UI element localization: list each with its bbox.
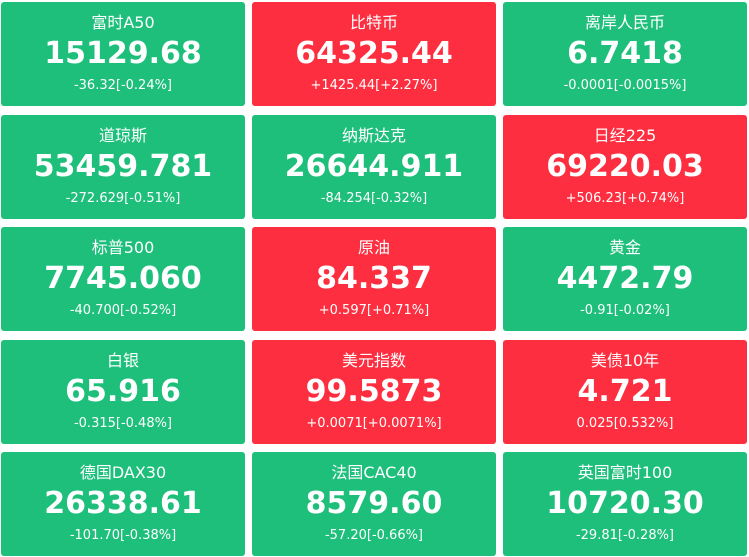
quote-change: -272.629[-0.51%]: [65, 190, 181, 206]
quote-price: 99.5873: [305, 373, 443, 409]
quote-name: 标普500: [91, 238, 155, 257]
quote-price: 4.721: [577, 373, 673, 409]
quote-name: 黄金: [608, 238, 641, 257]
quote-change: +1425.44[+2.27%]: [310, 78, 438, 93]
quote-price: 4472.79: [556, 261, 694, 296]
quote-tile[interactable]: 比特币 64325.44 +1425.44[+2.27%]: [252, 2, 496, 106]
quote-name: 原油: [357, 238, 390, 257]
quote-price: 6.7418: [567, 36, 683, 71]
quote-name: 英国富时100: [577, 463, 673, 482]
quote-change: -101.70[-0.38%]: [69, 528, 177, 543]
quote-name: 德国DAX30: [79, 463, 167, 482]
quote-price: 8579.60: [305, 486, 443, 521]
quote-tile[interactable]: 英国富时100 10720.30 -29.81[-0.28%]: [503, 452, 747, 556]
quote-tile[interactable]: 富时A50 15129.68 -36.32[-0.24%]: [1, 2, 245, 106]
quote-tile[interactable]: 标普500 7745.060 -40.700[-0.52%]: [1, 227, 245, 331]
quote-change: -0.315[-0.48%]: [73, 415, 173, 431]
quote-change: +0.0071[+0.0071%]: [306, 415, 442, 431]
quote-change: -29.81[-0.28%]: [575, 528, 675, 543]
quote-tile[interactable]: 道琼斯 53459.781 -272.629[-0.51%]: [1, 114, 245, 219]
quote-price: 7745.060: [44, 261, 202, 296]
quote-price: 26644.911: [284, 148, 464, 184]
quote-change: -57.20[-0.66%]: [324, 528, 424, 543]
quote-change: -0.91[-0.02%]: [580, 303, 670, 318]
quote-tile[interactable]: 法国CAC40 8579.60 -57.20[-0.66%]: [252, 452, 496, 556]
quote-tile[interactable]: 原油 84.337 +0.597[+0.71%]: [252, 227, 496, 331]
quote-price: 65.916: [65, 373, 181, 409]
quote-change: +0.597[+0.71%]: [318, 303, 430, 318]
quote-price: 26338.61: [44, 486, 202, 521]
quote-tile[interactable]: 离岸人民币 6.7418 -0.0001[-0.0015%]: [503, 2, 747, 106]
quote-price: 69220.03: [546, 148, 704, 184]
quote-tile[interactable]: 美债10年 4.721 0.025[0.532%]: [503, 339, 747, 444]
quote-price: 15129.68: [44, 36, 202, 71]
quote-price: 64325.44: [295, 36, 453, 71]
quote-name: 道琼斯: [98, 125, 147, 145]
quote-name: 日经225: [593, 125, 657, 145]
quote-change: +506.23[+0.74%]: [565, 190, 685, 206]
quote-change: -40.700[-0.52%]: [69, 303, 177, 318]
quote-tile[interactable]: 德国DAX30 26338.61 -101.70[-0.38%]: [1, 452, 245, 556]
quote-tile[interactable]: 美元指数 99.5873 +0.0071[+0.0071%]: [252, 339, 496, 444]
quote-change: -84.254[-0.32%]: [320, 190, 428, 206]
quote-tile[interactable]: 纳斯达克 26644.911 -84.254[-0.32%]: [252, 114, 496, 219]
quote-name: 富时A50: [91, 13, 155, 32]
quote-name: 比特币: [349, 13, 398, 32]
quote-name: 法国CAC40: [331, 463, 417, 482]
quote-name: 白银: [106, 350, 139, 370]
quote-name: 美元指数: [341, 350, 406, 370]
quote-change: 0.025[0.532%]: [576, 415, 674, 431]
quote-change: -36.32[-0.24%]: [73, 78, 173, 93]
quote-price: 84.337: [316, 261, 432, 296]
quote-tile[interactable]: 白银 65.916 -0.315[-0.48%]: [1, 339, 245, 444]
quote-name: 美债10年: [590, 350, 660, 370]
quote-change: -0.0001[-0.0015%]: [563, 78, 687, 93]
quote-tile[interactable]: 黄金 4472.79 -0.91[-0.02%]: [503, 227, 747, 331]
quote-price: 53459.781: [33, 148, 213, 184]
quote-tile[interactable]: 日经225 69220.03 +506.23[+0.74%]: [503, 114, 747, 219]
quote-price: 10720.30: [546, 486, 704, 521]
quote-name: 纳斯达克: [341, 125, 406, 145]
quote-name: 离岸人民币: [584, 13, 665, 32]
